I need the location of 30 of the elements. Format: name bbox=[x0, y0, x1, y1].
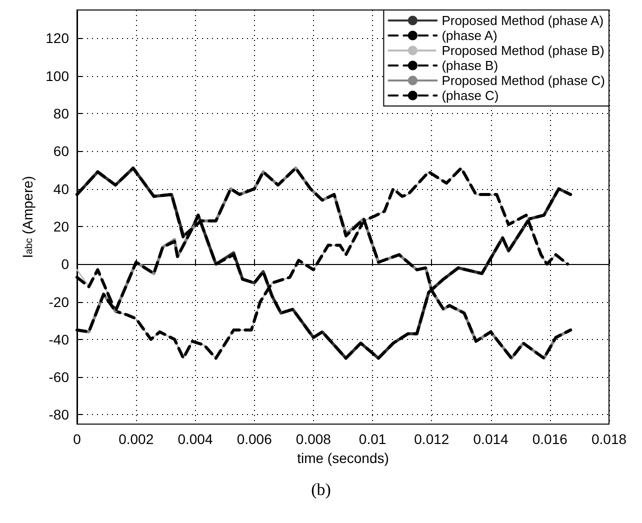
x-tick-label: 0.006 bbox=[236, 431, 272, 448]
x-tick-label: 0.004 bbox=[178, 431, 213, 448]
y-tick-label: 80 bbox=[53, 106, 70, 122]
y-tick-label: -60 bbox=[48, 369, 70, 386]
y-tick-label: 60 bbox=[53, 143, 70, 160]
x-tick-label: 0.008 bbox=[296, 431, 332, 448]
y-tick-label: 20 bbox=[53, 218, 70, 234]
y-tick-label: 100 bbox=[46, 68, 70, 84]
y-tick-label: 40 bbox=[53, 180, 70, 197]
legend-label: Proposed Method (phase B) bbox=[442, 43, 604, 58]
x-tick-label: 0.014 bbox=[473, 431, 508, 448]
y-tick-label: -40 bbox=[48, 331, 70, 348]
x-tick-label: 0.012 bbox=[414, 431, 450, 448]
legend-label: (phase A) bbox=[442, 28, 498, 43]
x-tick-label: 0.01 bbox=[358, 431, 386, 448]
x-tick-label: 0.018 bbox=[591, 431, 627, 448]
y-tick-label: 0 bbox=[61, 256, 70, 272]
y-tick-label: -20 bbox=[48, 294, 70, 310]
x-tick-label: 0.002 bbox=[118, 431, 154, 448]
legend-label: (phase B) bbox=[442, 58, 498, 73]
x-axis-title: time (seconds) bbox=[297, 450, 389, 466]
legend-label: Proposed Method (phase C) bbox=[442, 73, 605, 88]
legend-label: (phase C) bbox=[442, 88, 499, 103]
legend-label: Proposed Method (phase A) bbox=[442, 13, 604, 28]
x-tick-label: 0.016 bbox=[532, 431, 568, 448]
x-tick-label: 0 bbox=[73, 431, 82, 448]
y-axis-title: Iabc (Ampere) bbox=[20, 176, 36, 258]
y-tick-label: -80 bbox=[48, 406, 70, 423]
y-tick-label: 120 bbox=[46, 30, 70, 46]
text: (b) bbox=[310, 480, 332, 500]
